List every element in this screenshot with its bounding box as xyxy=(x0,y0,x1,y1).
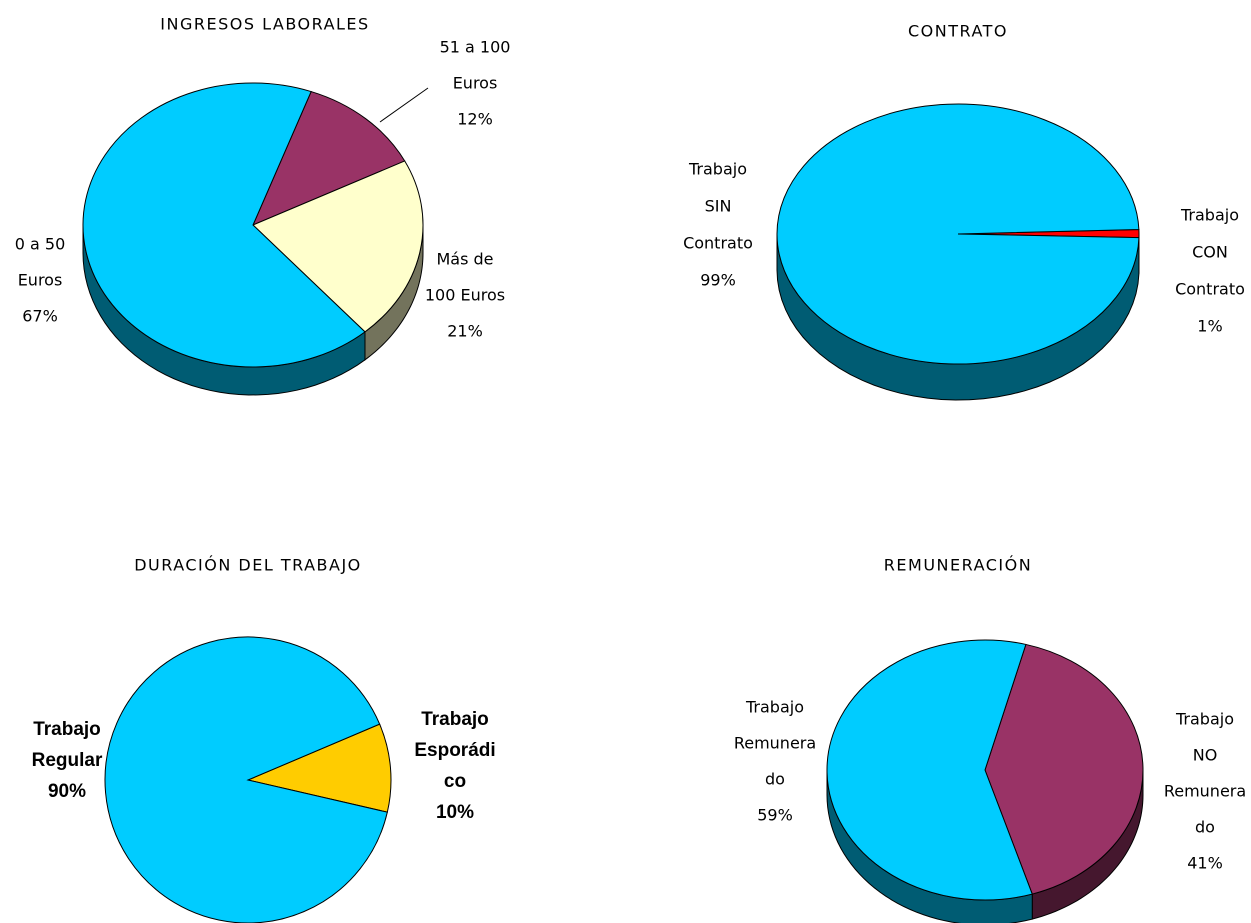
slice-value-label: 59% xyxy=(757,806,793,825)
leader-line xyxy=(379,87,429,123)
slice-label: co xyxy=(444,771,466,792)
pie-slice xyxy=(776,103,1140,365)
slice-label: Contrato xyxy=(683,234,753,253)
slice-label: do xyxy=(765,770,785,789)
slice-label: Trabajo xyxy=(745,698,804,717)
slice-label: NO xyxy=(1193,746,1218,765)
pie-slice xyxy=(82,82,366,368)
slice-label: do xyxy=(1195,818,1215,837)
pie-slice xyxy=(246,723,392,813)
slice-value-label: 90% xyxy=(48,781,86,802)
slice-label: Euros xyxy=(453,74,498,93)
pie-slice xyxy=(252,90,406,226)
slice-label: CON xyxy=(1192,243,1228,262)
slice-label: Trabajo xyxy=(421,709,489,730)
slice-value-label: 41% xyxy=(1187,854,1223,873)
slice-label: Trabajo xyxy=(688,160,747,179)
slice-label: Trabajo xyxy=(1175,710,1234,729)
pie-slice xyxy=(984,643,1144,895)
chart-title: INGRESOS LABORALES xyxy=(160,15,369,34)
slice-value-label: 12% xyxy=(457,110,493,129)
chart-title: DURACIÓN DEL TRABAJO xyxy=(134,556,362,575)
pie-slice xyxy=(104,636,388,923)
slice-value-label: 21% xyxy=(447,322,483,341)
slice-label: Más de xyxy=(436,250,493,269)
slice-label: SIN xyxy=(705,197,732,216)
slice-label: Contrato xyxy=(1175,280,1245,299)
pie-slice xyxy=(252,160,424,333)
slice-label: Trabajo xyxy=(1180,206,1239,225)
chart-title: CONTRATO xyxy=(908,22,1008,41)
pie-slice xyxy=(826,639,1033,901)
slice-label: Regular xyxy=(32,750,103,771)
slice-label: 0 a 50 xyxy=(15,235,66,254)
slice-value-label: 67% xyxy=(22,307,58,326)
slice-label: Remunera xyxy=(734,734,816,753)
slice-value-label: 10% xyxy=(436,802,474,823)
slice-label: Euros xyxy=(18,271,63,290)
slice-value-label: 1% xyxy=(1197,317,1222,336)
slice-label: 100 Euros xyxy=(425,286,505,305)
slice-label: Trabajo xyxy=(33,719,101,740)
slice-label: Remunera xyxy=(1164,782,1246,801)
chart-title: REMUNERACIÓN xyxy=(884,556,1032,575)
slice-label: Esporádi xyxy=(414,740,495,761)
slice-label: 51 a 100 xyxy=(440,38,511,57)
slice-value-label: 99% xyxy=(700,271,736,290)
